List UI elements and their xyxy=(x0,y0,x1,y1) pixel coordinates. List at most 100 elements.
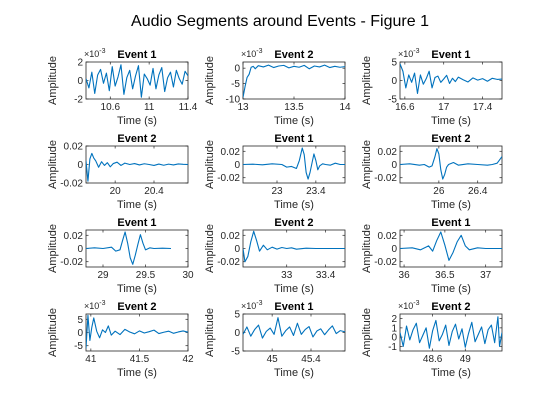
y-tick-label: 2 xyxy=(77,58,83,69)
y-tick-label: 0.02 xyxy=(221,147,241,158)
x-tick-label: 45 xyxy=(267,354,279,365)
y-axis-label: Amplitude xyxy=(204,56,216,105)
figure-title: Audio Segments around Events - Figure 1 xyxy=(131,13,429,30)
series-line xyxy=(243,64,345,98)
x-tick-label: 16.6 xyxy=(395,102,415,113)
series-line xyxy=(86,152,188,182)
subplot-title: Event 2 xyxy=(117,301,156,313)
x-tick-label: 20 xyxy=(110,186,122,197)
y-tick-label: 0 xyxy=(391,244,397,255)
x-axis-label: Time (s) xyxy=(117,199,157,211)
series-line xyxy=(400,148,502,180)
y-axis-label: Amplitude xyxy=(361,224,373,273)
x-tick-label: 33 xyxy=(281,270,293,281)
subplot-title: Event 1 xyxy=(117,49,156,61)
series-line xyxy=(400,316,502,349)
x-tick-label: 29 xyxy=(97,270,109,281)
axes-box xyxy=(399,313,503,352)
y-tick-label: 2 xyxy=(391,314,397,325)
axis-exponent: ×10-3 xyxy=(398,48,420,59)
x-axis-label: Time (s) xyxy=(431,283,471,295)
subplot-title: Event 1 xyxy=(431,49,470,61)
y-axis-label: Amplitude xyxy=(204,224,216,273)
y-axis-label: Amplitude xyxy=(361,308,373,357)
y-tick-label: 0.02 xyxy=(64,142,84,153)
y-axis-label: Amplitude xyxy=(47,140,59,189)
y-tick-label: -0.02 xyxy=(374,257,397,268)
subplot-8: 33 33.4 -0.02 0 0.02 Event 2 Time (s) Amplitude xyxy=(204,217,346,295)
subplot-title: Event 2 xyxy=(117,133,156,145)
x-axis-label: Time (s) xyxy=(274,367,314,379)
x-axis-label: Time (s) xyxy=(117,367,157,379)
subplot-title: Event 1 xyxy=(274,133,313,145)
x-tick-label: 17.4 xyxy=(473,102,493,113)
x-tick-label: 13.5 xyxy=(284,102,304,113)
x-tick-label: 29.5 xyxy=(136,270,156,281)
x-tick-label: 17 xyxy=(438,102,450,113)
y-tick-label: 0 xyxy=(391,76,397,87)
series-line xyxy=(400,231,502,261)
subplot-title: Event 2 xyxy=(274,217,313,229)
y-tick-label: 0 xyxy=(234,244,240,255)
y-tick-label: -0.02 xyxy=(60,179,83,190)
y-axis-label: Amplitude xyxy=(204,308,216,357)
x-tick-label: 36.5 xyxy=(435,270,455,281)
x-axis-label: Time (s) xyxy=(431,199,471,211)
y-tick-label: 0 xyxy=(391,160,397,171)
x-tick-label: 23 xyxy=(271,186,283,197)
subplot-10: 41 41.5 42 -5 0 5 Event 2 ×10-3 Time (s) Amplitud… xyxy=(47,300,194,379)
y-tick-label: 0.02 xyxy=(378,231,398,242)
y-tick-label: -0.02 xyxy=(60,257,83,268)
series-line xyxy=(400,63,502,94)
subplot-2: 13 13.5 14 -10 -5 0 Event 2 ×10-3 Time (s) Amplit… xyxy=(204,48,351,127)
y-tick-label: 0 xyxy=(77,76,83,87)
x-tick-label: 42 xyxy=(182,354,194,365)
subplot-title: Event 2 xyxy=(274,49,313,61)
y-tick-label: -10 xyxy=(226,95,241,106)
x-tick-label: 26.4 xyxy=(468,186,488,197)
subplot-title: Event 1 xyxy=(117,217,156,229)
subplot-6: 26 26.4 -0.02 0 0.02 Event 2 Time (s) Amplitude xyxy=(361,133,503,211)
subplot-4: 20 20.4 -0.02 0 0.02 Event 2 Time (s) Amplitude xyxy=(47,133,189,211)
x-axis-label: Time (s) xyxy=(274,199,314,211)
x-axis-label: Time (s) xyxy=(274,283,314,295)
x-axis-label: Time (s) xyxy=(431,367,471,379)
x-axis-label: Time (s) xyxy=(117,283,157,295)
series-line xyxy=(86,231,172,265)
subplot-1: 10.6 11 11.4 -2 0 2 Event 1 ×10-3 Time (s) Amplit… xyxy=(47,48,198,127)
subplot-grid: 10.6 11 11.4 -2 0 2 Event 1 ×10-3 Time (s) Amplit… xyxy=(47,48,503,379)
y-tick-label: 0 xyxy=(234,64,240,75)
series-line xyxy=(243,230,345,263)
subplot-7: 29 29.5 30 -0.02 0 0.02 Event 1 Time (s) Amplitu… xyxy=(47,217,194,295)
subplot-5: 23 23.4 -0.02 0 0.02 Event 1 Time (s) Amplitude xyxy=(204,133,346,211)
subplot-title: Event 1 xyxy=(274,301,313,313)
x-tick-label: 10.6 xyxy=(101,102,121,113)
x-axis-label: Time (s) xyxy=(274,115,314,127)
x-tick-label: 11.4 xyxy=(179,102,198,113)
y-axis-label: Amplitude xyxy=(204,140,216,189)
y-tick-label: 0 xyxy=(234,160,240,171)
y-axis-label: Amplitude xyxy=(361,140,373,189)
y-tick-label: 1 xyxy=(391,323,397,334)
x-tick-label: 41.5 xyxy=(130,354,150,365)
y-tick-label: 5 xyxy=(77,315,83,326)
x-tick-label: 36 xyxy=(399,270,411,281)
y-tick-label: 0.02 xyxy=(378,147,398,158)
y-tick-label: -0.02 xyxy=(217,173,240,184)
x-tick-label: 41 xyxy=(85,354,97,365)
y-tick-label: -2 xyxy=(74,95,83,106)
x-tick-label: 33.4 xyxy=(316,270,336,281)
subplot-11: 45 45.4 -5 0 5 Event 1 ×10-3 Time (s) Amplitude xyxy=(204,300,346,379)
y-tick-label: 5 xyxy=(234,310,240,321)
x-tick-label: 13 xyxy=(237,102,249,113)
y-tick-label: -5 xyxy=(231,347,240,358)
axis-exponent: ×10-3 xyxy=(398,300,420,311)
subplot-title: Event 2 xyxy=(431,301,470,313)
x-tick-label: 20.4 xyxy=(144,186,164,197)
series-line xyxy=(243,147,345,180)
y-tick-label: -5 xyxy=(74,341,83,352)
x-axis-label: Time (s) xyxy=(117,115,157,127)
x-tick-label: 23.4 xyxy=(306,186,326,197)
